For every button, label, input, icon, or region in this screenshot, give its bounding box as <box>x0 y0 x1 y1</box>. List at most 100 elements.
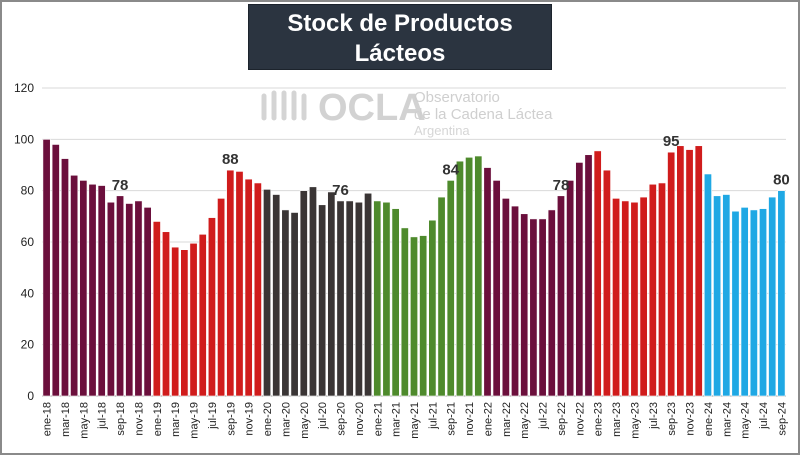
x-tick-label: ene-23 <box>593 402 605 436</box>
bar-dic-22 <box>584 154 593 397</box>
bar-dic-18 <box>143 207 152 397</box>
bar-nov-19 <box>244 178 253 397</box>
bar-may-21 <box>410 236 418 397</box>
y-tick-label: 80 <box>21 184 35 198</box>
bar-ene-24 <box>703 173 712 397</box>
bar-may-20 <box>299 190 308 397</box>
bar-ago-22 <box>547 209 556 397</box>
title-box: Stock de Productos Lácteos - enero 2018 … <box>248 4 552 89</box>
x-tick-label: may-23 <box>629 402 641 439</box>
bar-dic-21 <box>474 155 483 397</box>
x-tick-label: nov-19 <box>244 402 256 436</box>
data-label-sep-19: 88 <box>222 151 239 168</box>
x-tick-label: may-24 <box>740 402 752 439</box>
bar-jun-21 <box>419 235 428 397</box>
x-tick-label: mar-20 <box>280 402 292 437</box>
bar-nov-22 <box>575 162 584 397</box>
bar-oct-23 <box>676 145 685 397</box>
bar-sep-18 <box>116 195 125 397</box>
y-tick-label: 60 <box>21 235 35 249</box>
watermark-line3: Argentina <box>414 123 470 138</box>
bar-nov-20 <box>354 201 363 397</box>
x-tick-label: sep-23 <box>666 402 678 436</box>
x-tick-label: ene-21 <box>372 402 384 436</box>
bar-ago-19 <box>217 198 226 397</box>
bar-oct-19 <box>235 171 244 397</box>
bar-jul-19 <box>207 217 216 397</box>
bar-jun-18 <box>88 183 97 397</box>
x-tick-label: mar-18 <box>60 402 72 437</box>
x-tick-label: ene-19 <box>152 402 164 436</box>
bar-sep-22 <box>556 195 565 397</box>
bar-nov-23 <box>685 149 694 397</box>
bar-nov-21 <box>465 157 474 397</box>
x-tick-label: nov-21 <box>464 402 476 436</box>
bar-ene-18 <box>42 139 51 397</box>
y-tick-label: 120 <box>14 81 34 95</box>
bar-jul-20 <box>318 204 327 397</box>
ocla-logo-icon <box>261 90 307 121</box>
bar-ene-20 <box>263 189 272 397</box>
bar-feb-22 <box>492 180 501 397</box>
y-tick-label: 20 <box>21 338 35 352</box>
bar-dic-19 <box>253 182 262 397</box>
y-tick-label: 100 <box>14 132 34 146</box>
bar-oct-21 <box>455 160 464 397</box>
bar-sep-21 <box>446 180 455 397</box>
bar-mar-19 <box>171 246 180 397</box>
x-tick-label: jul-21 <box>427 402 439 430</box>
bar-ago-18 <box>106 201 115 397</box>
bar-abr-21 <box>400 227 409 397</box>
x-tick-label: sep-20 <box>336 402 348 436</box>
bar-mar-23 <box>612 198 621 397</box>
bar-jun-20 <box>308 186 317 397</box>
ocla-watermark: OCLA Observatorio de la Cadena Láctea Ar… <box>261 87 553 138</box>
bar-abr-18 <box>70 174 79 397</box>
bar-jun-24 <box>749 209 758 397</box>
bar-may-22 <box>520 213 529 397</box>
x-tick-label: nov-22 <box>574 402 586 436</box>
data-label-sep-20: 76 <box>332 182 349 199</box>
bar-abr-19 <box>180 249 189 397</box>
y-tick-label: 0 <box>27 389 34 403</box>
watermark-line1: Observatorio <box>414 89 500 106</box>
bar-jul-23 <box>648 183 657 397</box>
x-tick-label: may-20 <box>299 402 311 439</box>
bar-dic-23 <box>694 145 703 397</box>
bar-ene-21 <box>373 200 382 397</box>
x-tick-label: mar-19 <box>170 402 182 437</box>
bar-sep-19 <box>226 169 235 397</box>
bar-jul-24 <box>759 208 768 397</box>
bar-abr-24 <box>731 210 740 397</box>
bar-ago-23 <box>658 182 666 397</box>
bar-ene-22 <box>483 167 492 397</box>
x-tick-label: ene-18 <box>42 402 54 436</box>
bar-sep-24 <box>777 190 786 397</box>
bar-mar-21 <box>391 208 400 397</box>
bar-feb-19 <box>162 231 170 397</box>
x-tick-label: ene-22 <box>482 402 494 436</box>
bar-jun-22 <box>529 218 538 397</box>
bar-abr-23 <box>621 200 630 397</box>
x-tick-label: may-19 <box>189 402 201 439</box>
bar-feb-23 <box>602 169 611 397</box>
bar-ene-23 <box>593 150 602 397</box>
data-label-sep-22: 78 <box>553 177 570 194</box>
bar-jun-19 <box>198 234 207 397</box>
chart-subtitle: - enero 2018 = 100 - <box>322 70 478 89</box>
bar-ago-24 <box>768 196 777 397</box>
x-tick-label: ene-20 <box>262 402 274 436</box>
x-tick-label: sep-18 <box>115 402 127 436</box>
x-tick-label: nov-18 <box>133 402 145 436</box>
bar-may-19 <box>189 242 198 397</box>
x-tick-label: nov-20 <box>354 402 366 436</box>
data-labels: 78 88 76 84 78 95 80 <box>112 133 790 199</box>
bar-feb-20 <box>272 194 281 397</box>
bar-sep-20 <box>336 200 345 397</box>
x-tick-label: may-18 <box>78 402 90 439</box>
x-tick-label: jul-19 <box>207 402 219 430</box>
x-tick-label: mar-23 <box>611 402 623 437</box>
bar-ago-21 <box>437 196 446 397</box>
x-axis: ene-18 mar-18 may-18 jul-18 sep-18 nov-18 ene-… <box>42 402 789 439</box>
